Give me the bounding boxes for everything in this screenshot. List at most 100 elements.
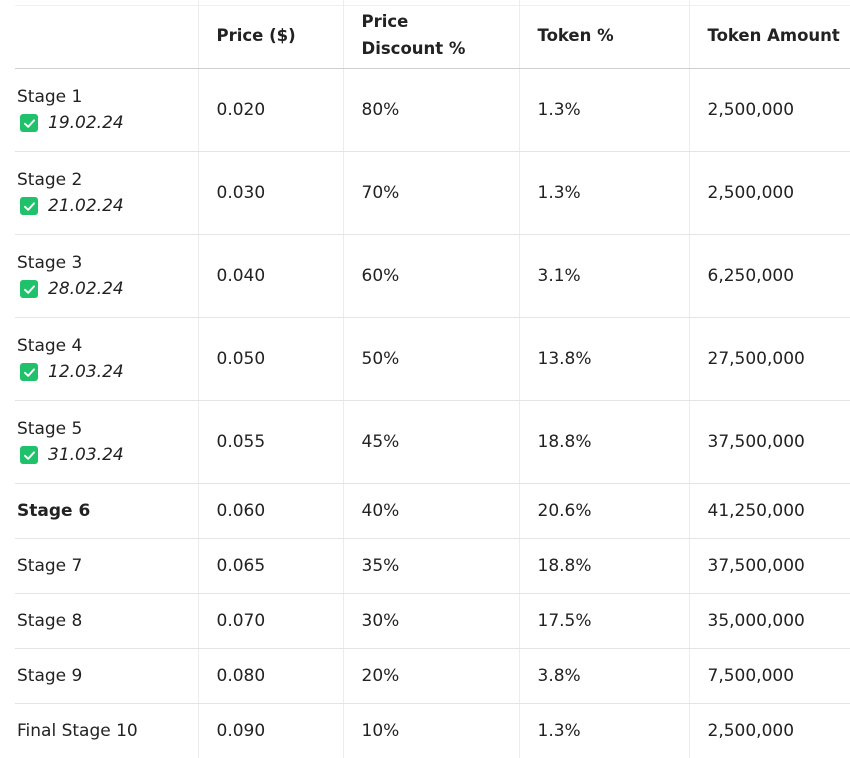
cell-token-amount: 41,250,000 (689, 484, 850, 539)
discount-value: 60% (344, 266, 519, 286)
discount-value: 10% (344, 721, 519, 741)
price-value: 0.020 (199, 100, 343, 120)
stage-name: Stage 8 (17, 608, 198, 634)
cell-stage: Stage 9 (15, 649, 198, 704)
price-value: 0.050 (199, 349, 343, 369)
cell-stage: Stage 1 19.02.24 (15, 69, 198, 152)
cell-stage: Stage 3 28.02.24 (15, 235, 198, 318)
price-value: 0.090 (199, 721, 343, 741)
cell-token-amount: 2,500,000 (689, 152, 850, 235)
cell-token-percent: 17.5% (519, 594, 689, 649)
price-value: 0.065 (199, 556, 343, 576)
price-value: 0.060 (199, 501, 343, 521)
cell-token-percent: 3.8% (519, 649, 689, 704)
cell-token-amount: 27,500,000 (689, 318, 850, 401)
cell-price: 0.080 (198, 649, 343, 704)
stage-date: 28.02.24 (48, 276, 124, 302)
cell-token-percent: 1.3% (519, 152, 689, 235)
stage-date: 21.02.24 (48, 193, 124, 219)
table-row: Stage 9 0.080 20% 3.8% 7,500,000 (15, 649, 850, 704)
cell-discount: 60% (343, 235, 519, 318)
token-amount-value: 37,500,000 (690, 432, 850, 452)
cell-stage: Stage 5 31.03.24 (15, 401, 198, 484)
token-percent-value: 20.6% (520, 501, 689, 521)
token-percent-value: 13.8% (520, 349, 689, 369)
token-percent-value: 18.8% (520, 432, 689, 452)
cell-price: 0.030 (198, 152, 343, 235)
token-percent-value: 3.1% (520, 266, 689, 286)
cell-price: 0.060 (198, 484, 343, 539)
token-percent-value: 1.3% (520, 100, 689, 120)
cell-token-percent: 18.8% (519, 401, 689, 484)
table-row: Final Stage 10 0.090 10% 1.3% 2,500,000 (15, 704, 850, 758)
checkbox-checked-icon (20, 446, 38, 464)
stage-name: Stage 2 (17, 167, 198, 193)
stage-name: Stage 9 (17, 663, 198, 689)
stage-date-line: 31.03.24 (17, 442, 198, 468)
table-row: Stage 4 12.03.24 0.050 50% 13.8% 27,500,… (15, 318, 850, 401)
cell-discount: 40% (343, 484, 519, 539)
cell-token-percent: 3.1% (519, 235, 689, 318)
table-row: Stage 1 19.02.24 0.020 80% 1.3% 2,500,00… (15, 69, 850, 152)
table-header-row: Price ($) Price Discount % Token % Token… (15, 0, 850, 69)
token-amount-value: 37,500,000 (690, 556, 850, 576)
cell-price: 0.040 (198, 235, 343, 318)
cell-discount: 80% (343, 69, 519, 152)
stage-date-line: 28.02.24 (17, 276, 198, 302)
cell-stage: Stage 6 (15, 484, 198, 539)
cell-token-percent: 1.3% (519, 69, 689, 152)
cell-token-percent: 1.3% (519, 704, 689, 758)
stage-name: Final Stage 10 (17, 718, 198, 744)
stage-name: Stage 4 (17, 333, 198, 359)
discount-value: 20% (344, 666, 519, 686)
price-value: 0.070 (199, 611, 343, 631)
stage-date: 19.02.24 (48, 110, 124, 136)
cell-token-amount: 2,500,000 (689, 69, 850, 152)
price-value: 0.055 (199, 432, 343, 452)
table-row: Stage 2 21.02.24 0.030 70% 1.3% 2,500,00… (15, 152, 850, 235)
cell-price: 0.055 (198, 401, 343, 484)
cell-discount: 45% (343, 401, 519, 484)
checkbox-checked-icon (20, 363, 38, 381)
presale-stages-table: Price ($) Price Discount % Token % Token… (15, 0, 850, 758)
discount-value: 30% (344, 611, 519, 631)
discount-value: 70% (344, 183, 519, 203)
cell-token-amount: 6,250,000 (689, 235, 850, 318)
token-amount-value: 41,250,000 (690, 501, 850, 521)
token-amount-value: 2,500,000 (690, 183, 850, 203)
table-row: Stage 8 0.070 30% 17.5% 35,000,000 (15, 594, 850, 649)
stage-date: 31.03.24 (48, 442, 124, 468)
token-percent-value: 17.5% (520, 611, 689, 631)
presale-stages-table-container: Price ($) Price Discount % Token % Token… (15, 0, 850, 758)
checkbox-checked-icon (20, 197, 38, 215)
stage-date-line: 21.02.24 (17, 193, 198, 219)
stage-date-line: 12.03.24 (17, 359, 198, 385)
cell-token-percent: 13.8% (519, 318, 689, 401)
cell-discount: 70% (343, 152, 519, 235)
stage-name: Stage 6 (17, 498, 198, 524)
token-percent-value: 3.8% (520, 666, 689, 686)
cell-price: 0.020 (198, 69, 343, 152)
cell-token-amount: 37,500,000 (689, 401, 850, 484)
cell-price: 0.065 (198, 539, 343, 594)
token-percent-value: 1.3% (520, 183, 689, 203)
cell-stage: Stage 2 21.02.24 (15, 152, 198, 235)
token-amount-value: 27,500,000 (690, 349, 850, 369)
cell-discount: 50% (343, 318, 519, 401)
token-amount-value: 6,250,000 (690, 266, 850, 286)
stage-name: Stage 7 (17, 553, 198, 579)
token-amount-value: 2,500,000 (690, 721, 850, 741)
header-price: Price ($) (198, 0, 343, 69)
checkbox-checked-icon (20, 280, 38, 298)
stage-date-line: 19.02.24 (17, 110, 198, 136)
stage-name: Stage 5 (17, 416, 198, 442)
discount-value: 50% (344, 349, 519, 369)
stage-name: Stage 3 (17, 250, 198, 276)
discount-value: 35% (344, 556, 519, 576)
stage-name: Stage 1 (17, 84, 198, 110)
token-amount-value: 7,500,000 (690, 666, 850, 686)
stage-date: 12.03.24 (48, 359, 124, 385)
token-amount-value: 2,500,000 (690, 100, 850, 120)
token-amount-value: 35,000,000 (690, 611, 850, 631)
cell-stage: Final Stage 10 (15, 704, 198, 758)
